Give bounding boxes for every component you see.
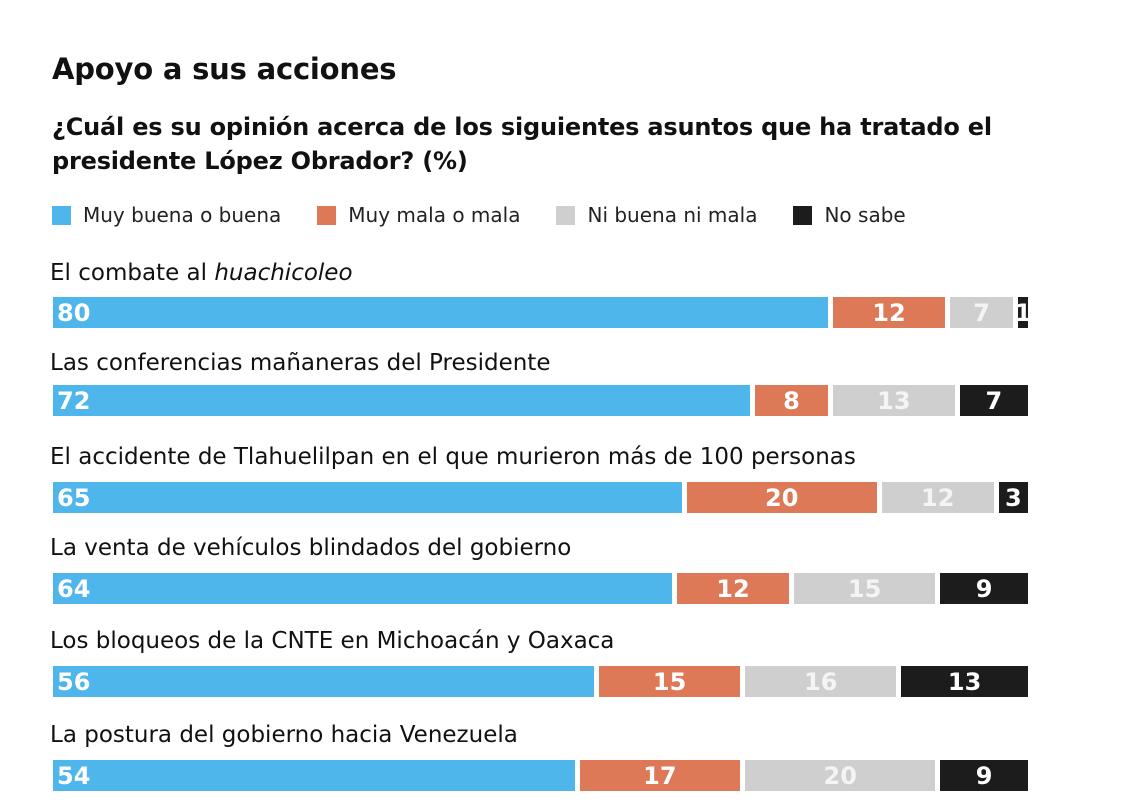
bar-segment-no-sabe: 9 [940, 573, 1028, 604]
bar-row-tlahuelilpan: 65 20 12 3 [53, 482, 1028, 513]
bar-row-venezuela: 54 17 20 9 [53, 760, 1028, 791]
row-label-italic: huachicoleo [214, 260, 353, 286]
bar-value-label: 17 [643, 761, 677, 790]
bar-segment-muy-buena: 56 [53, 666, 594, 697]
bar-value-label: 12 [872, 298, 906, 327]
row-label-venezuela: La postura del gobierno hacia Venezuela [50, 722, 518, 748]
bar-value-label: 65 [57, 483, 91, 512]
bar-value-label: 72 [57, 386, 91, 415]
legend-item-muy-mala: Muy mala o mala [317, 203, 520, 227]
legend-item-muy-buena: Muy buena o buena [52, 203, 281, 227]
bar-segment-muy-mala: 20 [686, 482, 877, 513]
row-label-vehiculos: La venta de vehículos blindados del gobi… [50, 535, 572, 561]
legend-label-ni-buena-ni-mala: Ni buena ni mala [587, 203, 758, 227]
bar-segment-muy-mala: 12 [677, 573, 789, 604]
bar-value-label: 80 [57, 298, 91, 327]
bar-value-label: 20 [765, 483, 799, 512]
legend-swatch-ni-buena-ni-mala [556, 205, 576, 225]
bar-value-label: 12 [921, 483, 955, 512]
bar-segment-ni-buena-ni-mala: 16 [745, 666, 897, 697]
legend-label-no-sabe: No sabe [824, 203, 906, 227]
bar-row-cnte: 56 15 16 13 [53, 666, 1028, 697]
bar-segment-no-sabe: 1 [1015, 297, 1031, 328]
row-label-text: El combate al [50, 260, 215, 286]
legend-swatch-muy-buena [52, 205, 71, 225]
bar-value-label: 16 [804, 667, 838, 696]
bar-value-label: 12 [716, 574, 750, 603]
bar-segment-ni-buena-ni-mala: 13 [833, 385, 955, 416]
bar-value-label: 7 [985, 386, 1003, 415]
bar-segment-no-sabe: 7 [959, 385, 1028, 416]
chart-subtitle: ¿Cuál es su opinión acerca de los siguie… [52, 113, 992, 175]
bar-segment-ni-buena-ni-mala: 20 [745, 760, 936, 791]
bar-segment-no-sabe: 9 [940, 760, 1028, 791]
bar-value-label: 64 [57, 574, 91, 603]
bar-segment-muy-buena: 80 [53, 297, 828, 328]
bar-value-label: 3 [1005, 483, 1022, 512]
bar-segment-muy-buena: 65 [53, 482, 682, 513]
legend-item-no-sabe: No sabe [793, 203, 906, 227]
bar-value-label: 20 [823, 761, 857, 790]
bar-segment-ni-buena-ni-mala: 12 [881, 482, 994, 513]
bar-segment-muy-mala: 8 [755, 385, 828, 416]
legend-label-muy-buena: Muy buena o buena [83, 203, 282, 227]
row-label-huachicoleo: El combate al huachicoleo [50, 260, 353, 286]
bar-value-label: 15 [847, 574, 882, 603]
bar-row-mananeras: 72 8 13 7 [53, 385, 1028, 416]
bar-value-label: 9 [975, 574, 993, 603]
bar-value-label: 9 [975, 761, 993, 790]
row-label-mananeras: Las conferencias mañaneras del President… [50, 350, 551, 376]
bar-value-label: 8 [783, 386, 800, 415]
legend-swatch-no-sabe [793, 205, 813, 225]
bar-value-label: 15 [652, 667, 687, 696]
row-label-cnte: Los bloqueos de la CNTE en Michoacán y O… [50, 628, 615, 654]
bar-segment-ni-buena-ni-mala: 7 [950, 297, 1014, 328]
legend-label-muy-mala: Muy mala o mala [348, 203, 521, 227]
bar-value-label: 56 [57, 667, 91, 696]
bar-value-label: 54 [57, 761, 91, 790]
bar-segment-no-sabe: 13 [901, 666, 1028, 697]
bar-segment-muy-buena: 64 [53, 573, 672, 604]
bar-value-label: 7 [973, 298, 990, 327]
bar-row-huachicoleo: 80 12 7 1 [53, 297, 1031, 328]
bar-segment-muy-buena: 54 [53, 760, 575, 791]
row-label-tlahuelilpan: El accidente de Tlahuelilpan en el que m… [50, 444, 856, 470]
legend-item-ni-buena-ni-mala: Ni buena ni mala [556, 203, 757, 227]
bar-value-label: 13 [877, 386, 911, 415]
legend-swatch-muy-mala [317, 205, 337, 225]
bar-segment-muy-buena: 72 [53, 385, 750, 416]
bar-value-label: 13 [947, 667, 982, 696]
bar-segment-muy-mala: 17 [579, 760, 741, 791]
bar-segment-muy-mala: 15 [599, 666, 741, 697]
bar-segment-no-sabe: 3 [998, 482, 1028, 513]
bar-row-vehiculos: 64 12 15 9 [53, 573, 1028, 604]
bar-segment-ni-buena-ni-mala: 15 [794, 573, 936, 604]
bar-value-label: 1 [1014, 298, 1032, 327]
chart-title: Apoyo a sus acciones [52, 52, 397, 86]
bar-segment-muy-mala: 12 [833, 297, 945, 328]
legend: Muy buena o buena Muy mala o mala Ni bue… [52, 203, 942, 227]
